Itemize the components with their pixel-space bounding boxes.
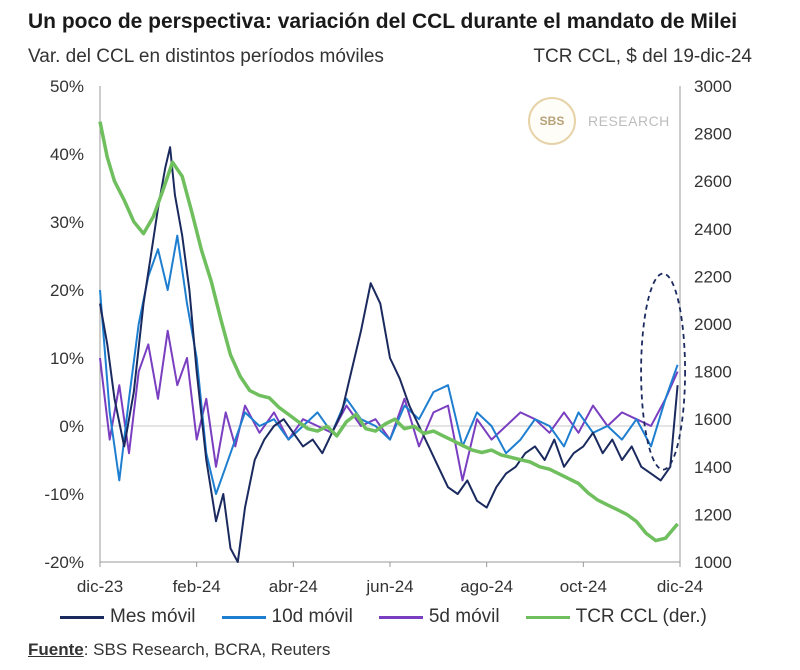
legend-item-10d-movil: 10d móvil bbox=[221, 606, 353, 628]
legend-item-tcr-ccl: TCR CCL (der.) bbox=[525, 606, 707, 628]
series-line-0 bbox=[99, 146, 679, 563]
sbs-research-watermark: SBS RESEARCH bbox=[528, 97, 670, 145]
y-right-tick-label: 1400 bbox=[694, 458, 732, 477]
right-axis-subtitle: TCR CCL, $ del 19-dic-24 bbox=[533, 46, 752, 67]
y-left-tick-label: 10% bbox=[50, 349, 84, 368]
y-left-tick-label: 50% bbox=[50, 77, 84, 96]
series-line-3 bbox=[98, 121, 679, 543]
x-tick-label: dic-23 bbox=[77, 577, 123, 596]
x-tick-label: abr-24 bbox=[269, 577, 318, 596]
y-right-tick-label: 1200 bbox=[694, 505, 732, 524]
y-right-tick-label: 2800 bbox=[694, 125, 732, 144]
y-left-tick-label: 20% bbox=[50, 281, 84, 300]
x-tick-label: ago-24 bbox=[460, 577, 513, 596]
legend-swatch bbox=[221, 615, 266, 619]
y-left-tick-label: 30% bbox=[50, 213, 84, 232]
source-note: Fuente: SBS Research, BCRA, Reuters bbox=[28, 640, 330, 660]
sbs-logo-icon: SBS bbox=[528, 97, 576, 145]
highlight-ellipse bbox=[640, 272, 686, 471]
legend-swatch bbox=[525, 615, 570, 619]
y-right-tick-label: 1800 bbox=[694, 363, 732, 382]
source-label: Fuente bbox=[28, 640, 84, 659]
legend-item-5d-movil: 5d móvil bbox=[378, 606, 500, 628]
legend-swatch bbox=[60, 615, 104, 619]
y-right-tick-label: 2000 bbox=[694, 315, 732, 334]
watermark-text: RESEARCH bbox=[588, 113, 670, 129]
x-tick-label: oct-24 bbox=[560, 577, 607, 596]
x-tick-label: dic-24 bbox=[657, 577, 703, 596]
y-right-tick-label: 1000 bbox=[694, 553, 732, 572]
legend-label: Mes móvil bbox=[110, 606, 196, 627]
legend-item-mes-movil: Mes móvil bbox=[60, 606, 196, 628]
y-right-tick-label: 2600 bbox=[694, 172, 732, 191]
y-left-tick-label: 40% bbox=[50, 145, 84, 164]
legend-label: 5d móvil bbox=[428, 606, 500, 627]
y-left-tick-label: -10% bbox=[44, 485, 84, 504]
y-right-tick-label: 1600 bbox=[694, 410, 732, 429]
y-right-tick-label: 3000 bbox=[694, 77, 732, 96]
y-left-tick-label: -20% bbox=[44, 553, 84, 572]
y-right-tick-label: 2200 bbox=[694, 267, 732, 286]
legend-label: 10d móvil bbox=[271, 606, 353, 627]
y-left-tick-label: 0% bbox=[59, 417, 84, 436]
legend-label: TCR CCL (der.) bbox=[575, 606, 707, 627]
x-tick-label: jun-24 bbox=[365, 577, 413, 596]
y-right-tick-label: 2400 bbox=[694, 220, 732, 239]
chart-title: Un poco de perspectiva: variación del CC… bbox=[28, 10, 738, 33]
x-tick-label: feb-24 bbox=[173, 577, 221, 596]
series-line-1 bbox=[99, 234, 679, 495]
legend-swatch bbox=[378, 615, 423, 619]
left-axis-subtitle: Var. del CCL en distintos períodos móvil… bbox=[28, 46, 384, 67]
source-text: : SBS Research, BCRA, Reuters bbox=[83, 640, 331, 659]
chart-legend: Mes móvil 10d móvil 5d móvil TCR CCL (de… bbox=[60, 606, 733, 628]
